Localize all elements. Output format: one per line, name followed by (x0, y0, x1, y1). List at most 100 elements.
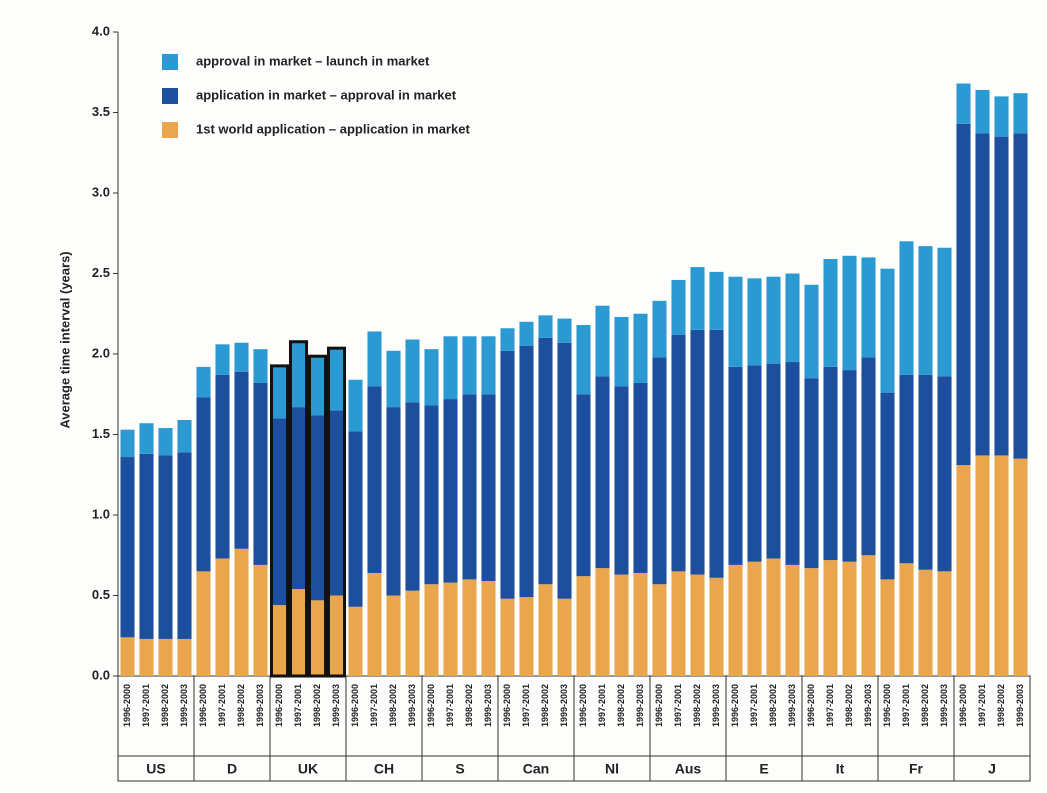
bar-segment (158, 638, 173, 676)
bar-segment (158, 428, 173, 456)
bar-segment (633, 382, 648, 573)
y-tick-label: 2.0 (92, 345, 110, 360)
bar-segment (823, 366, 838, 561)
x-tick-label: 1997-2001 (597, 684, 607, 727)
x-tick-label: 1998-2002 (160, 684, 170, 727)
bar-segment (576, 394, 591, 577)
bar-segment (538, 584, 553, 676)
x-tick-label: 1998-2002 (540, 684, 550, 727)
x-tick-label: 1998-2002 (616, 684, 626, 727)
x-tick-label: 1997-2001 (825, 684, 835, 727)
bar-segment (709, 271, 724, 330)
x-tick-label: 1998-2002 (388, 684, 398, 727)
bar-segment (956, 123, 971, 466)
legend-label: 1st world application – application in m… (196, 121, 470, 136)
highlight-outline (307, 354, 328, 678)
x-tick-label: 1996-2000 (274, 684, 284, 727)
x-tick-label: 1997-2001 (749, 684, 759, 727)
x-tick-label: 1998-2002 (692, 684, 702, 727)
bar-segment (804, 568, 819, 676)
bar-segment (804, 284, 819, 379)
x-tick-label: 1997-2001 (217, 684, 227, 727)
legend-label: application in market – approval in mark… (196, 87, 457, 102)
bar-segment (747, 561, 762, 676)
bar-segment (519, 321, 534, 346)
bar-segment (291, 589, 306, 676)
bar-segment (785, 273, 800, 363)
legend-swatch (162, 54, 178, 70)
x-tick-label: 1999-2003 (483, 684, 493, 727)
x-tick-label: 1997-2001 (901, 684, 911, 727)
bar-segment (937, 247, 952, 377)
group-label: Fr (909, 761, 924, 777)
bar-segment (728, 564, 743, 676)
bar-segment (785, 362, 800, 565)
bar-segment (861, 555, 876, 676)
legend-swatch (162, 122, 178, 138)
bar-segment (424, 349, 439, 406)
x-tick-label: 1999-2003 (635, 684, 645, 727)
y-tick-label: 0.0 (92, 667, 110, 682)
bar-segment (310, 357, 325, 416)
bar-segment (614, 316, 629, 387)
bar-segment (557, 342, 572, 599)
group-label: J (988, 761, 996, 777)
x-tick-label: 1998-2002 (236, 684, 246, 727)
group-label: Aus (675, 761, 702, 777)
bar-segment (120, 457, 135, 638)
bar-segment (310, 415, 325, 601)
bar-segment (785, 564, 800, 676)
bar-segment (595, 568, 610, 676)
bar-segment (747, 278, 762, 366)
bar-segment (120, 637, 135, 676)
bar-segment (709, 329, 724, 578)
bar-segment (652, 300, 667, 358)
y-axis-label: Average time interval (years) (57, 251, 72, 428)
x-tick-label: 1998-2002 (464, 684, 474, 727)
bar-segment (443, 399, 458, 583)
bar-segment (975, 133, 990, 456)
bar-segment (918, 569, 933, 676)
x-tick-label: 1999-2003 (863, 684, 873, 727)
bar-segment (576, 325, 591, 395)
bar-segment (424, 405, 439, 585)
bar-segment (994, 136, 1009, 456)
x-tick-label: 1999-2003 (939, 684, 949, 727)
x-tick-label: 1996-2000 (654, 684, 664, 727)
bar-segment (500, 598, 515, 676)
bar-segment (367, 386, 382, 573)
bar-segment (937, 376, 952, 572)
bar-segment (367, 331, 382, 387)
bar-segment (823, 259, 838, 367)
group-label: S (455, 761, 464, 777)
highlight-outline (288, 340, 309, 678)
bar-segment (671, 279, 686, 335)
bar-segment (329, 349, 344, 411)
bar-segment (538, 315, 553, 338)
bar-segment (880, 268, 895, 393)
bar-segment (861, 257, 876, 358)
bar-segment (177, 452, 192, 639)
bar-segment (766, 276, 781, 364)
bar-segment (880, 392, 895, 580)
group-label: D (227, 761, 237, 777)
bar-segment (215, 344, 230, 375)
bar-segment (766, 558, 781, 676)
bar-segment (671, 571, 686, 676)
x-tick-label: 1999-2003 (407, 684, 417, 727)
bar-segment (766, 363, 781, 559)
x-tick-label: 1998-2002 (312, 684, 322, 727)
bar-segment (633, 572, 648, 676)
bar-segment (462, 579, 477, 676)
bar-segment (348, 431, 363, 607)
bar-segment (1013, 133, 1028, 459)
bar-segment (310, 600, 325, 676)
x-tick-label: 1999-2003 (1015, 684, 1025, 727)
bar-segment (899, 374, 914, 564)
x-tick-label: 1996-2000 (806, 684, 816, 727)
bar-segment (196, 571, 211, 676)
bar-segment (956, 465, 971, 676)
bar-segment (462, 394, 477, 580)
bar-segment (652, 584, 667, 676)
x-tick-label: 1997-2001 (369, 684, 379, 727)
